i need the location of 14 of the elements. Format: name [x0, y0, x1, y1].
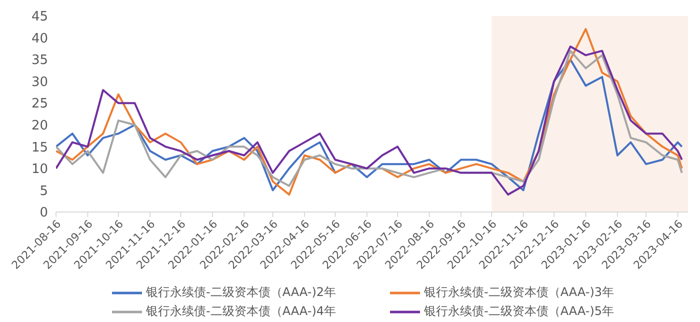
y-tick-label: 30	[31, 74, 48, 90]
legend-label: 银行永续债-二级资本债（AAA-)3年	[424, 284, 614, 301]
y-tick-label: 45	[31, 10, 48, 25]
y-tick-label: 25	[31, 96, 48, 112]
legend-label: 银行永续债-二级资本债（AAA-)5年	[424, 303, 614, 320]
legend-label: 银行永续债-二级资本债（AAA-)4年	[146, 303, 336, 320]
y-tick-label: 35	[31, 53, 48, 68]
y-tick-label: 40	[31, 31, 48, 46]
y-tick-label: 5	[40, 184, 48, 199]
legend-label: 银行永续债-二级资本债（AAA-)2年	[146, 284, 336, 301]
y-tick-label: 15	[31, 140, 48, 156]
y-tick-label: 0	[40, 206, 48, 221]
y-tick-label: 10	[31, 162, 48, 178]
y-tick-label: 20	[31, 118, 48, 134]
